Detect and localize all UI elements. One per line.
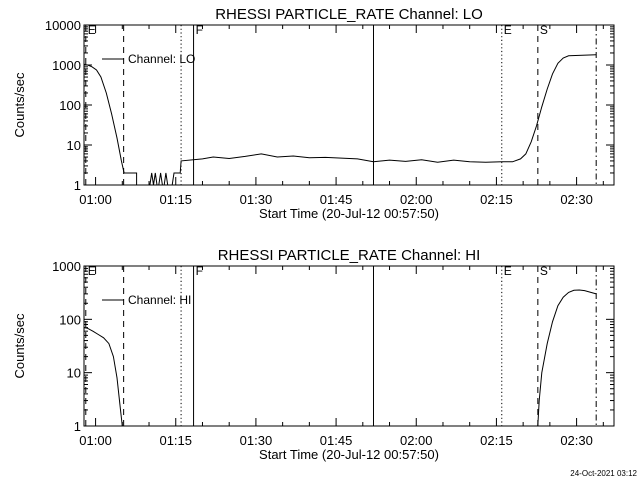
y-tick-label: 1000 <box>52 58 81 73</box>
x-tick-label: 01:00 <box>79 192 112 207</box>
event-marker-label: E <box>504 264 512 278</box>
legend-label: Channel: HI <box>128 293 191 307</box>
x-tick-label: 02:15 <box>480 433 513 448</box>
y-axis-label: Counts/sec <box>12 313 27 379</box>
chart-title: RHESSI PARTICLE_RATE Channel: HI <box>218 247 481 264</box>
series-line <box>83 327 123 427</box>
y-tick-label: 10 <box>67 366 81 381</box>
event-marker-label: S <box>540 264 548 278</box>
x-tick-label: 02:30 <box>560 433 593 448</box>
y-tick-label: 100 <box>59 312 81 327</box>
series-line <box>83 54 597 186</box>
event-marker-label: E <box>88 264 96 278</box>
plot-frame <box>83 265 615 427</box>
x-tick-label: 02:15 <box>480 192 513 207</box>
y-tick-label: 10 <box>67 138 81 153</box>
x-axis-label: Start Time (20-Jul-12 00:57:50) <box>259 206 439 221</box>
plot-frame <box>83 24 615 186</box>
event-marker-label: F <box>196 23 203 37</box>
chart-panel-1: RHESSI PARTICLE_RATE Channel: LO 1 10 100 10… <box>12 6 615 221</box>
x-tick-label: 02:00 <box>400 433 433 448</box>
x-tick-label: 01:30 <box>240 192 273 207</box>
x-tick-label: 01:15 <box>159 433 192 448</box>
x-tick-label: 01:00 <box>79 433 112 448</box>
x-axis-label: Start Time (20-Jul-12 00:57:50) <box>259 447 439 462</box>
y-tick-label: 1000 <box>52 259 81 274</box>
x-tick-label: 01:45 <box>320 192 353 207</box>
event-marker-label: E <box>88 23 96 37</box>
y-tick-label: 1 <box>74 178 81 193</box>
y-tick-label: 10000 <box>45 18 81 33</box>
event-marker-label: F <box>196 264 203 278</box>
legend-label: Channel: LO <box>128 52 195 66</box>
y-axis-label: Counts/sec <box>12 72 27 138</box>
x-tick-label: 01:45 <box>320 433 353 448</box>
y-tick-label: 100 <box>59 98 81 113</box>
x-tick-label: 01:15 <box>159 192 192 207</box>
chart-title: RHESSI PARTICLE_RATE Channel: LO <box>215 6 483 23</box>
x-tick-label: 01:30 <box>240 433 273 448</box>
y-tick-label: 1 <box>74 419 81 434</box>
x-tick-label: 02:00 <box>400 192 433 207</box>
x-tick-label: 02:30 <box>560 192 593 207</box>
event-marker-label: E <box>504 23 512 37</box>
event-marker-label: S <box>540 23 548 37</box>
chart-panel-2: RHESSI PARTICLE_RATE Channel: HI 1 10 100 10… <box>12 247 615 462</box>
series-line <box>537 289 597 427</box>
generated-timestamp: 24-Oct-2021 03:12 <box>570 469 637 478</box>
